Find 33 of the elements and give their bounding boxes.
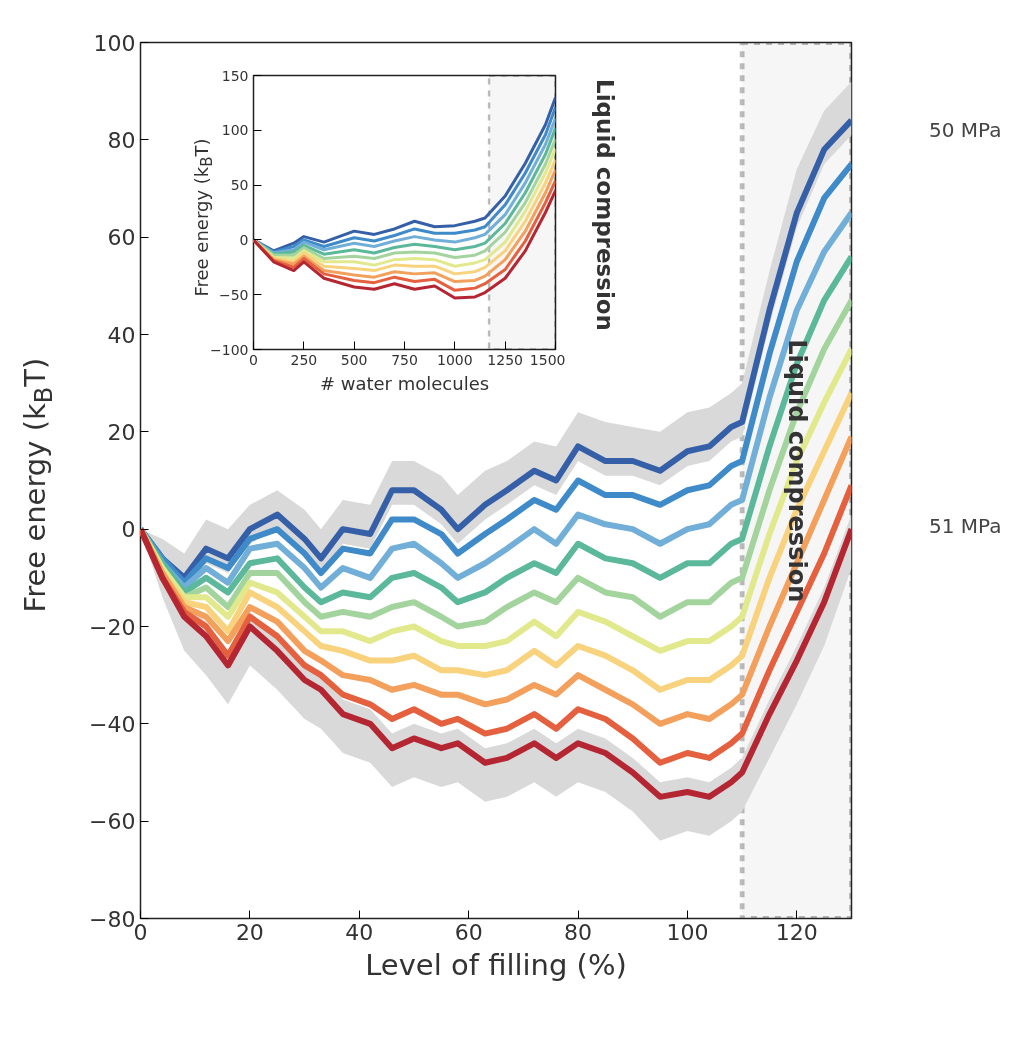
x-tick-label: 100: [666, 919, 709, 945]
y-tick-label: 100: [93, 30, 136, 56]
y-tick-label: −20: [89, 614, 136, 640]
y-tick-label: −60: [89, 809, 136, 835]
x-tick-label: 80: [564, 919, 593, 945]
x-tick-label: 500: [340, 351, 368, 368]
y-tick-label: 0: [121, 517, 136, 543]
band-label: Liquid compression: [782, 339, 811, 603]
y-tick-label: −100: [210, 341, 249, 358]
x-tick-label: 1500: [529, 351, 566, 368]
y-tick-label: −50: [218, 286, 249, 303]
x-tick-label: 60: [454, 919, 483, 945]
x-axis-title: # water molecules: [319, 372, 490, 394]
y-tick-label: 50: [230, 177, 249, 194]
y-tick-label: 80: [107, 127, 136, 153]
x-tick-label: 40: [345, 919, 374, 945]
band-label: Liquid compression: [591, 79, 619, 331]
y-tick-label: 40: [107, 322, 136, 348]
x-tick-label: 120: [775, 919, 818, 945]
text: 50 MPa: [929, 117, 1002, 144]
text: 51 MPa: [929, 513, 1002, 540]
y-tick-label: 60: [107, 225, 136, 251]
y-tick-label: 100: [221, 122, 249, 139]
y-tick-label: −80: [89, 906, 136, 932]
x-tick-label: 750: [391, 351, 418, 368]
y-tick-label: 150: [221, 67, 249, 84]
y-tick-label: 20: [107, 419, 136, 445]
y-tick-label: −40: [89, 711, 136, 737]
x-axis-title: Level of filling (%): [365, 947, 627, 982]
x-tick-label: 1250: [487, 351, 523, 368]
x-tick-label: 1000: [437, 351, 473, 368]
x-tick-label: 250: [290, 351, 318, 368]
y-tick-label: 0: [239, 231, 249, 248]
